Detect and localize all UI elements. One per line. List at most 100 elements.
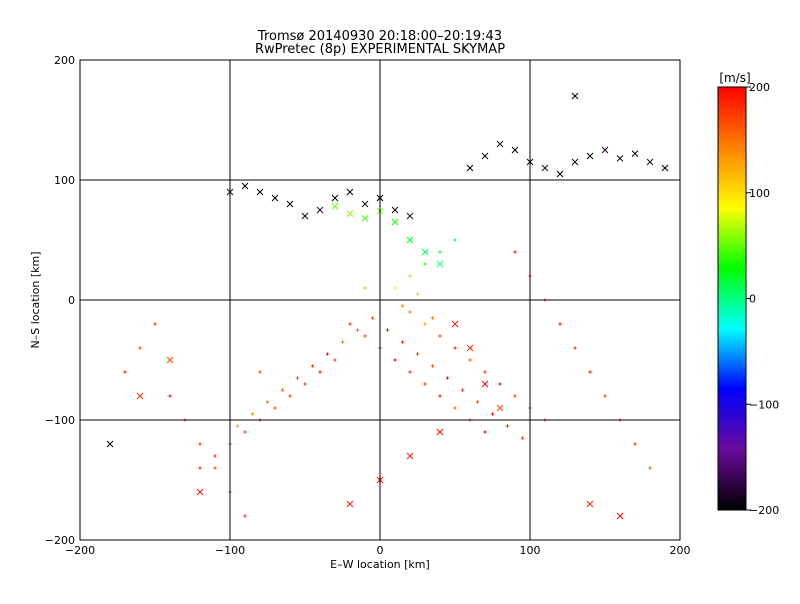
data-point-cross (481, 380, 489, 388)
data-point-plus (198, 442, 202, 446)
data-point-plus (483, 370, 487, 374)
data-point-cross (301, 212, 309, 220)
data-point-plus (408, 274, 412, 278)
data-point-plus (333, 358, 337, 362)
data-point-cross (421, 248, 429, 256)
data-points (106, 92, 669, 520)
x-axis-label: E–W location [km] (330, 558, 430, 571)
data-point-cross (391, 206, 399, 214)
data-point-plus (265, 400, 270, 404)
x-tick-label: 100 (520, 544, 541, 557)
data-point-plus (460, 388, 465, 392)
data-point-plus (318, 370, 322, 374)
data-point-plus (243, 430, 247, 434)
data-point-plus (168, 394, 172, 398)
data-point-cross (331, 194, 339, 202)
data-point-plus (633, 442, 637, 446)
data-point-plus (213, 466, 217, 470)
data-point-plus (198, 466, 202, 470)
data-point-plus (325, 352, 330, 356)
data-point-plus (520, 436, 525, 440)
data-point-plus (138, 346, 142, 350)
data-point-plus (430, 364, 435, 368)
data-point-cross (196, 488, 204, 496)
data-point-cross (391, 218, 399, 226)
data-point-plus (393, 358, 397, 362)
chart-title: Tromsø 20140930 20:18:00–20:19:43 (257, 29, 502, 44)
data-point-plus (513, 394, 517, 398)
data-point-cross (316, 206, 324, 214)
plot-frame (79, 59, 681, 541)
data-point-plus (490, 412, 495, 416)
data-point-cross (511, 146, 519, 154)
data-point-plus (438, 394, 442, 398)
data-point-cross (331, 203, 339, 210)
data-point-cross (496, 140, 504, 148)
data-point-plus (310, 364, 315, 368)
data-point-cross (346, 500, 354, 508)
data-point-plus (393, 286, 397, 290)
data-point-plus (235, 424, 240, 428)
data-point-plus (250, 412, 255, 416)
data-point-plus (213, 454, 217, 458)
data-point-plus (430, 316, 435, 320)
data-point-plus (370, 316, 375, 320)
colorbar-label: [m/s] (719, 71, 750, 85)
data-point-plus (355, 328, 360, 332)
data-point-cross (361, 200, 369, 208)
data-point-plus (648, 466, 652, 470)
data-point-plus (423, 262, 427, 266)
data-point-plus (468, 358, 472, 362)
data-point-plus (588, 370, 592, 374)
chart-subtitle: RwPretec (8p) EXPERIMENTAL SKYMAP (255, 42, 505, 57)
data-point-cross (166, 356, 174, 364)
data-point-plus (445, 376, 450, 380)
data-point-plus (258, 370, 262, 374)
data-point-cross (136, 392, 144, 400)
data-point-plus (153, 322, 157, 326)
data-point-cross (346, 188, 354, 196)
data-point-plus (295, 376, 300, 380)
colorbar-tick-label: −200 (749, 504, 779, 517)
axis-ticks: −200 −100 0 100 200 −200 −100 0 100 200 (45, 54, 691, 557)
data-point-plus (438, 334, 442, 338)
colorbar-ticks: −200 −100 0 100 200 (746, 81, 779, 517)
data-point-plus (453, 346, 457, 350)
data-point-cross (496, 404, 504, 412)
data-point-plus (400, 340, 405, 344)
data-point-cross (571, 92, 579, 100)
data-point-cross (346, 210, 354, 217)
colorbar-tick-label: 0 (749, 293, 756, 306)
data-point-plus (573, 346, 577, 350)
data-point-plus (348, 322, 352, 326)
data-point-cross (616, 512, 624, 520)
data-point-plus (415, 352, 420, 356)
y-tick-label: −100 (45, 414, 75, 427)
data-point-plus (453, 238, 457, 242)
x-tick-label: 0 (377, 544, 384, 557)
data-point-plus (453, 406, 457, 410)
data-point-cross (256, 188, 264, 196)
data-point-plus (408, 370, 412, 374)
grid-lines (80, 60, 680, 540)
data-point-cross (361, 215, 369, 222)
data-point-cross (601, 146, 609, 154)
data-point-cross (406, 236, 414, 244)
x-tick-label: −100 (215, 544, 245, 557)
data-point-plus (303, 382, 307, 386)
data-point-plus (400, 304, 405, 308)
data-point-plus (423, 382, 427, 386)
data-point-cross (661, 164, 669, 172)
data-point-cross (451, 320, 459, 328)
data-point-plus (363, 334, 367, 338)
x-tick-label: −200 (65, 544, 95, 557)
data-point-plus (415, 292, 420, 296)
data-point-cross (466, 164, 474, 172)
data-point-plus (288, 394, 292, 398)
data-point-plus (483, 430, 487, 434)
data-point-plus (423, 322, 427, 326)
data-point-plus (385, 328, 390, 332)
colorbar-tick-label: 100 (749, 187, 770, 200)
